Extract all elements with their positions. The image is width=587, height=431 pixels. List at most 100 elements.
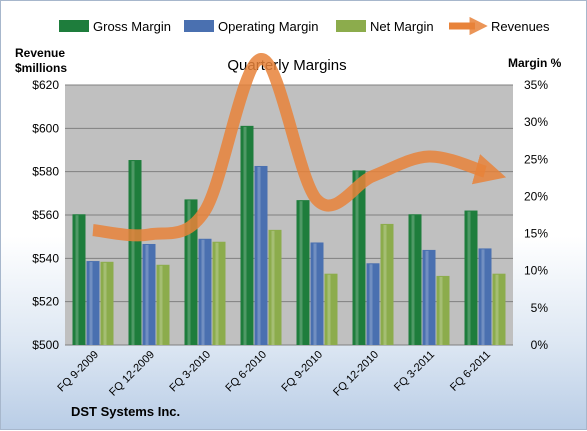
bar-gross-margin [296, 200, 310, 345]
right-tick-label: 15% [524, 227, 548, 241]
left-axis-title-line2: $millions [15, 61, 67, 75]
x-tick-label: FQ 12-2010 [331, 349, 381, 399]
bar-highlight [327, 274, 331, 345]
right-tick-label: 35% [524, 78, 548, 92]
bar-body [100, 261, 114, 345]
right-axis-ticks: 0% 5% 10% 15% 20% 25% 30% 35% [524, 78, 548, 352]
bar-gross-margin [408, 214, 422, 345]
left-tick-label: $620 [32, 78, 59, 92]
legend-label-operating: Operating Margin [218, 19, 318, 34]
bar-operating-margin [254, 165, 268, 345]
bar-body [156, 264, 170, 345]
bar-body [366, 263, 380, 345]
bar-highlight [481, 249, 485, 345]
legend-label-gross: Gross Margin [93, 19, 171, 34]
revenues-line [92, 53, 507, 242]
x-axis-ticks: FQ 9-2009 FQ 12-2009 FQ 3-2010 FQ 6-2010 FQ … [55, 349, 493, 399]
bar-highlight [425, 250, 429, 345]
left-tick-label: $500 [32, 338, 59, 352]
bar-operating-margin [478, 248, 492, 345]
bar-net-margin [492, 273, 506, 345]
bar-highlight [103, 262, 107, 345]
revenues-curve [92, 53, 507, 242]
bar-body [352, 170, 366, 345]
bar-gross-margin [128, 160, 142, 345]
right-tick-label: 25% [524, 152, 548, 166]
legend-swatch-gross [59, 20, 89, 32]
bar-body [184, 199, 198, 345]
company-name: DST Systems Inc. [71, 404, 180, 419]
bar-highlight [495, 274, 499, 345]
bar-body [380, 223, 394, 345]
left-tick-label: $540 [32, 251, 59, 265]
bar-highlight [187, 200, 191, 345]
x-tick-label: FQ 9-2010 [279, 349, 325, 395]
left-tick-label: $560 [32, 208, 59, 222]
x-tick-label: FQ 9-2009 [55, 349, 101, 395]
bars [72, 125, 506, 345]
bar-body [408, 214, 422, 345]
bar-highlight [75, 215, 79, 345]
bar-highlight [89, 262, 93, 345]
bar-highlight [271, 230, 275, 345]
bar-body [422, 249, 436, 345]
legend-swatch-net [336, 20, 366, 32]
bar-highlight [411, 215, 415, 345]
bar-highlight [215, 242, 219, 345]
left-axis-title-line1: Revenue [15, 46, 65, 60]
bar-net-margin [212, 241, 226, 345]
bar-operating-margin [198, 238, 212, 345]
bar-body [464, 210, 478, 345]
bar-highlight [201, 239, 205, 345]
bar-highlight [313, 243, 317, 345]
bar-highlight [369, 264, 373, 345]
x-tick-label: FQ 3-2011 [392, 349, 437, 394]
bar-body [198, 238, 212, 345]
bar-highlight [257, 166, 261, 345]
bar-net-margin [100, 261, 114, 345]
bar-body [478, 248, 492, 345]
bar-body [436, 275, 450, 345]
bar-net-margin [268, 229, 282, 345]
bar-net-margin [436, 275, 450, 345]
bar-highlight [467, 211, 471, 345]
right-tick-label: 0% [531, 338, 549, 352]
left-tick-label: $520 [32, 295, 59, 309]
x-tick-label: FQ 6-2010 [223, 349, 269, 395]
x-tick-label: FQ 12-2009 [107, 349, 157, 399]
right-axis-title: Margin % [508, 56, 562, 70]
legend-swatch-operating [184, 20, 214, 32]
bar-highlight [439, 276, 443, 345]
bar-highlight [383, 224, 387, 345]
bar-operating-margin [86, 261, 100, 345]
bar-highlight [145, 244, 149, 345]
bar-body [72, 214, 86, 345]
legend: Gross Margin Operating Margin Net Margin… [59, 16, 550, 36]
left-tick-label: $580 [32, 165, 59, 179]
bar-gross-margin [464, 210, 478, 345]
bar-body [310, 242, 324, 345]
right-tick-label: 20% [524, 189, 548, 203]
bar-body [240, 125, 254, 345]
legend-label-net: Net Margin [370, 19, 434, 34]
bar-net-margin [156, 264, 170, 345]
bar-highlight [243, 126, 247, 345]
bar-gross-margin [184, 199, 198, 345]
bar-body [492, 273, 506, 345]
bar-highlight [299, 201, 303, 345]
bar-net-margin [380, 223, 394, 345]
bar-gross-margin [240, 125, 254, 345]
right-tick-label: 30% [524, 115, 548, 129]
bar-body [296, 200, 310, 345]
bar-highlight [159, 265, 163, 345]
bar-body [268, 229, 282, 345]
bar-gross-margin [72, 214, 86, 345]
bar-operating-margin [366, 263, 380, 345]
left-axis-ticks: $500 $520 $540 $560 $580 $600 $620 [32, 78, 59, 352]
bar-operating-margin [422, 249, 436, 345]
legend-label-revenues: Revenues [491, 19, 550, 34]
bar-gross-margin [352, 170, 366, 345]
x-tick-label: FQ 3-2010 [167, 349, 213, 395]
left-tick-label: $600 [32, 121, 59, 135]
